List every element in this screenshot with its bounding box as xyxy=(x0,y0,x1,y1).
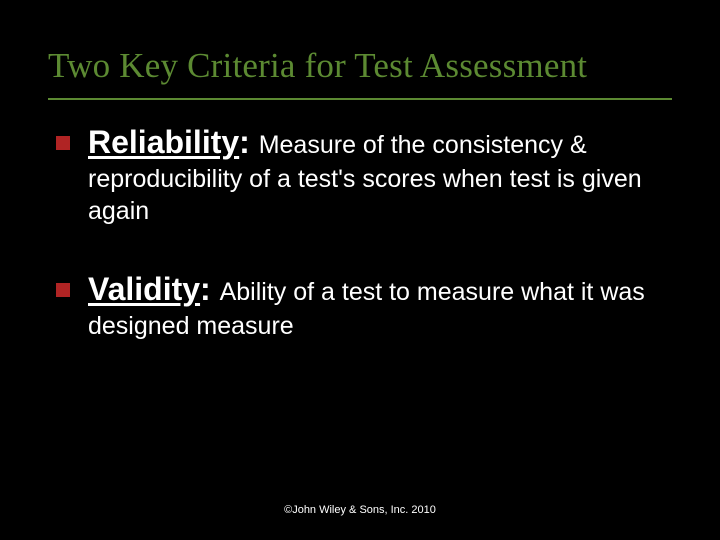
term-label: Reliability xyxy=(88,124,239,160)
slide: Two Key Criteria for Test Assessment Rel… xyxy=(0,0,720,540)
term-label: Validity xyxy=(88,271,200,307)
term-colon: : xyxy=(239,124,259,160)
list-item: Validity: Ability of a test to measure w… xyxy=(56,269,672,342)
copyright-footer: ©John Wiley & Sons, Inc. 2010 xyxy=(0,504,720,516)
term-colon: : xyxy=(200,271,220,307)
slide-title: Two Key Criteria for Test Assessment xyxy=(48,46,672,100)
list-item: Reliability: Measure of the consistency … xyxy=(56,122,672,227)
bullet-list: Reliability: Measure of the consistency … xyxy=(48,122,672,342)
